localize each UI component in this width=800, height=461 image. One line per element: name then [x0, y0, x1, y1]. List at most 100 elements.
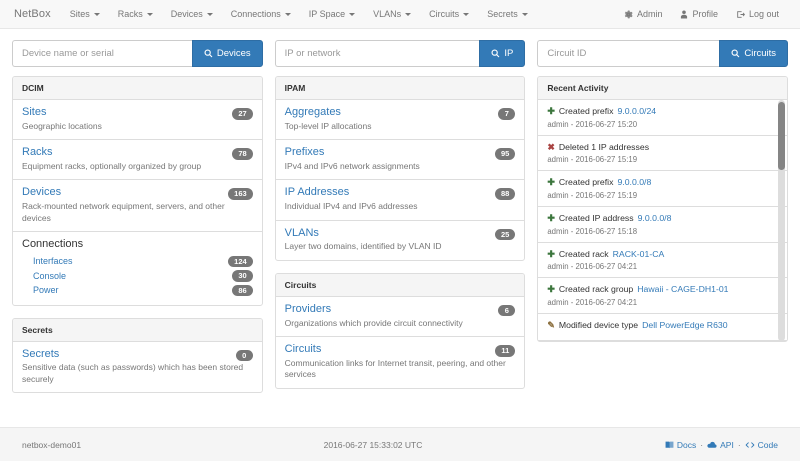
chevron-down-icon [206, 12, 213, 16]
activity-row[interactable]: ✚ Created prefix 9.0.0.0/8 admin - 2016-… [538, 171, 788, 208]
activity-row[interactable]: ✎ Modified device type Dell PowerEdge R6… [538, 314, 788, 341]
link-prefixes[interactable]: Prefixes [284, 146, 325, 159]
search-icon [491, 49, 500, 58]
search-icon [204, 49, 213, 58]
ip-search-button[interactable]: IP [479, 40, 526, 67]
badge-prefixes-count: 95 [495, 148, 516, 160]
activity-action: Created rack [558, 248, 609, 259]
footer-link-api[interactable]: API [707, 440, 734, 450]
activity-object-link[interactable]: 9.0.0.0/24 [617, 106, 657, 116]
ip-search-input[interactable] [274, 40, 480, 67]
badge-aggregates-count: 7 [498, 108, 516, 120]
circuit-search-input[interactable] [537, 40, 720, 67]
nav-item-logout[interactable]: Log out [727, 0, 788, 28]
list-item-sites[interactable]: Sites 27 Geographic locations [13, 100, 262, 141]
badge-devices-count: 163 [228, 188, 253, 200]
link-secrets[interactable]: Secrets [22, 347, 60, 360]
link-providers[interactable]: Providers [284, 302, 332, 315]
link-aggregates[interactable]: Aggregates [284, 106, 341, 118]
nav-item-devices[interactable]: Devices [162, 0, 222, 28]
activity-object-link[interactable]: Dell PowerEdge R630 [642, 320, 728, 331]
activity-row[interactable]: ✚ Created rack group Hawaii - CAGE-DH1-0… [538, 278, 788, 315]
list-item-aggregates[interactable]: Aggregates 7 Top-level IP allocations [275, 100, 525, 141]
column-dcim: DCIM Sites 27 Geographic locations Racks… [12, 76, 263, 405]
link-ip-addresses[interactable]: IP Addresses [284, 186, 350, 199]
list-item-providers[interactable]: Providers 6 Organizations which provide … [275, 297, 525, 338]
link-console[interactable]: Console [33, 270, 67, 281]
circuit-search-button[interactable]: Circuits [719, 40, 789, 67]
link-power[interactable]: Power [33, 285, 59, 296]
desc-secrets: Sensitive data (such as passwords) which… [22, 362, 244, 384]
activity-row[interactable]: ✚ Created rack RACK-01-CA admin - 2016-0… [538, 243, 788, 279]
list-item-vlans[interactable]: VLANs 25 Layer two domains, identified b… [276, 221, 525, 260]
activity-object-link[interactable]: 9.0.0.0/8 [617, 177, 652, 188]
list-item-secrets[interactable]: Secrets 0 Sensitive data (such as passwo… [13, 342, 262, 393]
footer-link-docs[interactable]: Docs [665, 440, 696, 450]
sub-item-console[interactable]: Console 30 [22, 269, 253, 284]
list-item-circuits[interactable]: Circuits 11 Communication links for Inte… [276, 337, 525, 388]
desc-aggregates: Top-level IP allocations [284, 120, 372, 131]
nav-item-connections[interactable]: Connections [222, 0, 300, 28]
nav-item-sites[interactable]: Sites [61, 0, 109, 28]
nav-item-ip-space[interactable]: IP Space [300, 0, 364, 28]
quick-search-row: Devices IP Circuits [0, 29, 800, 73]
circuit-search-button-label: Circuits [744, 48, 777, 59]
brand-logo[interactable]: NetBox [14, 8, 51, 20]
nav-item-vlans[interactable]: VLANs [364, 0, 420, 28]
activity-object-link[interactable]: RACK-01-CA [612, 248, 665, 259]
footer-link-code[interactable]: Code [745, 440, 778, 450]
footer-hostname: netbox-demo01 [22, 439, 82, 450]
nav-label: Circuits [429, 9, 460, 19]
top-navbar: NetBox Sites Racks Devices Connections I… [0, 0, 800, 29]
user-nav: Admin Profile Log out [615, 0, 788, 28]
link-sites[interactable]: Sites [22, 106, 47, 118]
badge-racks-count: 78 [232, 148, 253, 160]
device-search-button[interactable]: Devices [191, 40, 263, 67]
activity-scrollbar-track[interactable] [778, 100, 786, 341]
nav-item-circuits[interactable]: Circuits [420, 0, 478, 28]
device-search-input[interactable] [12, 40, 192, 67]
nav-label: VLANs [373, 9, 402, 19]
activity-scrollbar-thumb[interactable] [778, 102, 786, 170]
link-vlans[interactable]: VLANs [284, 226, 319, 239]
nav-item-secrets[interactable]: Secrets [478, 0, 537, 28]
footer-timestamp: 2016-06-27 15:33:02 UTC [323, 439, 423, 450]
chevron-down-icon [521, 12, 528, 16]
plus-icon: ✚ [547, 106, 555, 116]
circuit-search-group: Circuits [537, 40, 789, 67]
list-item-racks[interactable]: Racks 78 Equipment racks, optionally org… [13, 140, 262, 181]
list-item-prefixes[interactable]: Prefixes 95 IPv4 and IPv6 network assign… [275, 140, 525, 181]
gear-icon [624, 9, 633, 19]
activity-row[interactable]: ✚ Created prefix 9.0.0.0/24 admin - 2016… [538, 100, 788, 136]
link-interfaces[interactable]: Interfaces [33, 256, 73, 267]
nav-item-admin[interactable]: Admin [615, 0, 672, 28]
sub-item-interfaces[interactable]: Interfaces 124 [22, 254, 253, 269]
link-circuits[interactable]: Circuits [284, 343, 322, 356]
activity-meta: admin - 2016-06-27 04:21 [547, 298, 638, 308]
ip-search-button-label: IP [504, 48, 514, 59]
activity-object-link[interactable]: 9.0.0.0/8 [637, 213, 672, 224]
pencil-icon: ✎ [547, 320, 555, 331]
list-item-ip-addresses[interactable]: IP Addresses 88 Individual IPv4 and IPv6… [275, 180, 525, 221]
chevron-down-icon [349, 12, 356, 16]
sub-item-power[interactable]: Power 86 [22, 283, 253, 298]
activity-action: Created prefix [558, 106, 614, 116]
nav-item-profile[interactable]: Profile [671, 0, 727, 28]
activity-object-link[interactable]: Hawaii - CAGE-DH1-01 [637, 284, 729, 295]
list-item-devices[interactable]: Devices 163 Rack-mounted network equipme… [13, 180, 262, 233]
activity-row[interactable]: ✚ Created IP address 9.0.0.0/8 admin - 2… [538, 207, 788, 243]
activity-row[interactable]: ✖ Deleted 1 IP addresses admin - 2016-06… [538, 136, 788, 172]
desc-sites: Geographic locations [22, 120, 102, 131]
panel-ipam: IPAM Aggregates 7 Top-level IP allocatio… [274, 76, 526, 261]
footer-link-code-label: Code [757, 439, 778, 450]
badge-console-count: 30 [232, 270, 253, 282]
nav-label: Admin [636, 9, 663, 19]
activity-meta: admin - 2016-06-27 15:19 [547, 191, 638, 201]
chevron-down-icon [284, 12, 291, 16]
link-devices[interactable]: Devices [22, 186, 62, 199]
activity-action: Modified device type [558, 320, 639, 331]
nav-label: Log out [748, 9, 779, 19]
link-racks[interactable]: Racks [22, 146, 53, 159]
device-search-button-label: Devices [216, 48, 251, 59]
nav-item-racks[interactable]: Racks [109, 0, 162, 28]
